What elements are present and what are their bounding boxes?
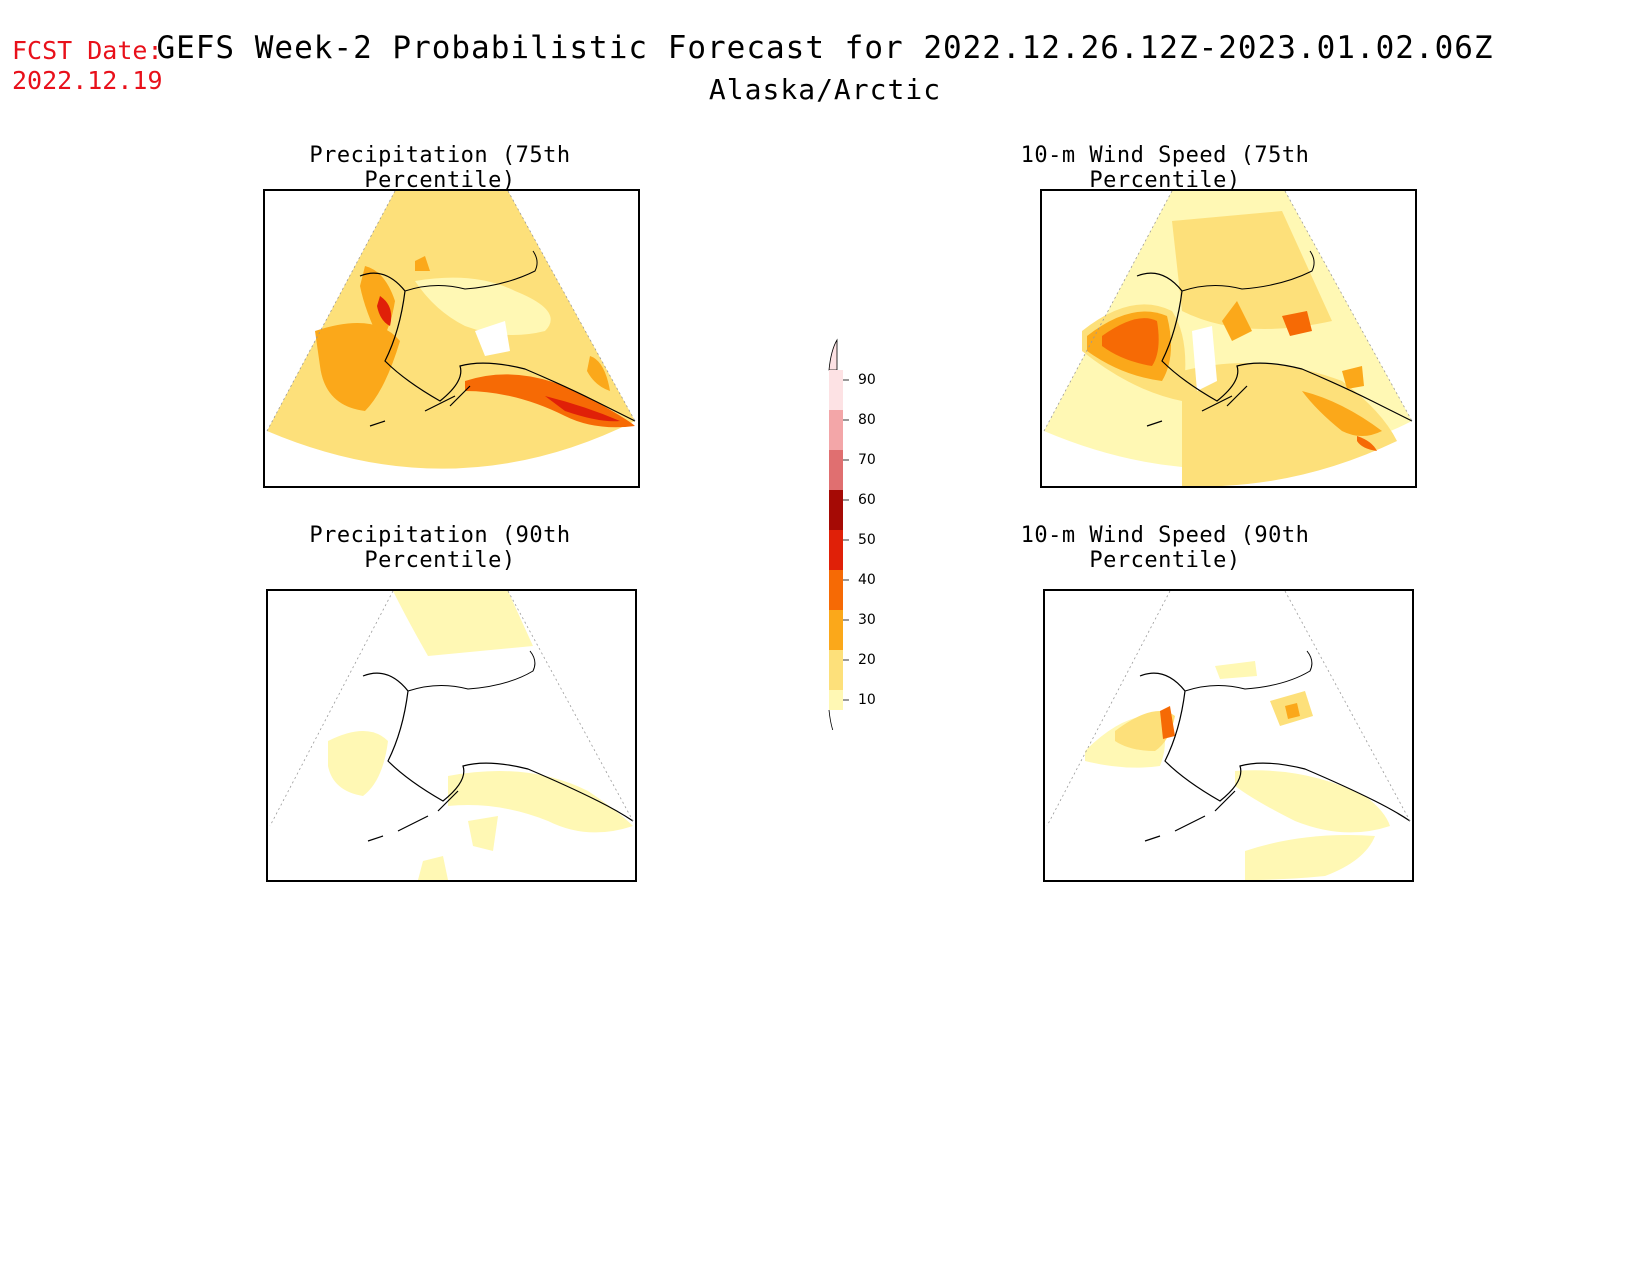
legend-colorbar: 90 80 70 60 50 40 30 20 10 bbox=[825, 330, 885, 730]
legend-cap-top bbox=[828, 338, 838, 371]
legend-label-30: 30 bbox=[858, 612, 876, 628]
map-wind-75 bbox=[1040, 189, 1417, 488]
map-precip-90-graphic bbox=[269, 591, 634, 880]
legend-swatch-90 bbox=[829, 370, 843, 410]
map-wind-75-graphic bbox=[1043, 191, 1413, 486]
legend-label-20: 20 bbox=[858, 652, 876, 668]
legend-label-90: 90 bbox=[858, 372, 876, 388]
page-title: GEFS Week-2 Probabilistic Forecast for 2… bbox=[156, 30, 1494, 66]
panel-title-precip-90: Precipitation (90th Percentile) bbox=[309, 523, 571, 573]
forecast-date-value: 2022.12.19 bbox=[12, 66, 163, 95]
legend-label-60: 60 bbox=[858, 492, 876, 508]
legend-swatch-50 bbox=[829, 530, 843, 570]
legend-swatch-70 bbox=[829, 450, 843, 490]
map-precip-75-graphic bbox=[266, 191, 636, 469]
legend-label-80: 80 bbox=[858, 412, 876, 428]
region-subtitle: Alaska/Arctic bbox=[708, 73, 942, 106]
legend-swatch-80 bbox=[829, 410, 843, 450]
panel-title-wind-90: 10-m Wind Speed (90th Percentile) bbox=[1020, 523, 1310, 573]
map-wind-90-graphic bbox=[1046, 591, 1411, 880]
legend-swatch-60 bbox=[829, 490, 843, 530]
legend-swatch-40 bbox=[829, 570, 843, 610]
legend-label-70: 70 bbox=[858, 452, 876, 468]
legend-swatch-30 bbox=[829, 610, 843, 650]
forecast-date-label: FCST Date: bbox=[12, 36, 163, 65]
page-title-block: GEFS Week-2 Probabilistic Forecast for 2… bbox=[0, 30, 1650, 108]
legend-swatch-20 bbox=[829, 650, 843, 690]
panel-title-precip-75: Precipitation (75th Percentile) bbox=[309, 143, 571, 193]
legend-label-10: 10 bbox=[858, 692, 876, 708]
legend-label-40: 40 bbox=[858, 572, 876, 588]
panel-title-wind-75: 10-m Wind Speed (75th Percentile) bbox=[1020, 143, 1310, 193]
map-precip-75 bbox=[263, 189, 640, 488]
legend-swatch-10 bbox=[829, 690, 843, 710]
forecast-date-block: FCST Date: 2022.12.19 bbox=[12, 36, 163, 96]
map-precip-90 bbox=[266, 589, 637, 882]
legend-label-50: 50 bbox=[858, 532, 876, 548]
legend-colorbar-graphic bbox=[828, 338, 849, 730]
map-wind-90 bbox=[1043, 589, 1414, 882]
